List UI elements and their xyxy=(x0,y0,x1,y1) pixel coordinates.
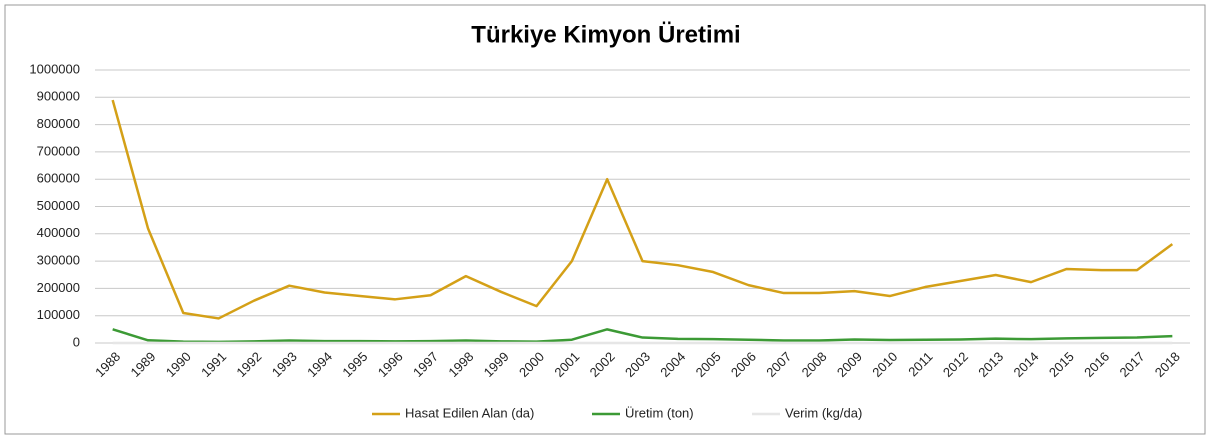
y-tick-label: 1000000 xyxy=(29,61,80,76)
y-tick-label: 400000 xyxy=(37,225,80,240)
y-tick-label: 900000 xyxy=(37,89,80,104)
y-tick-label: 0 xyxy=(73,334,80,349)
y-tick-label: 800000 xyxy=(37,116,80,131)
y-tick-label: 100000 xyxy=(37,307,80,322)
y-tick-label: 300000 xyxy=(37,253,80,268)
y-tick-label: 500000 xyxy=(37,198,80,213)
y-tick-label: 200000 xyxy=(37,280,80,295)
legend-label: Verim (kg/da) xyxy=(785,405,862,420)
y-tick-label: 700000 xyxy=(37,143,80,158)
y-tick-label: 600000 xyxy=(37,171,80,186)
chart-title: Türkiye Kimyon Üretimi xyxy=(471,21,740,48)
legend-label: Üretim (ton) xyxy=(625,405,694,420)
legend-label: Hasat Edilen Alan (da) xyxy=(405,405,534,420)
